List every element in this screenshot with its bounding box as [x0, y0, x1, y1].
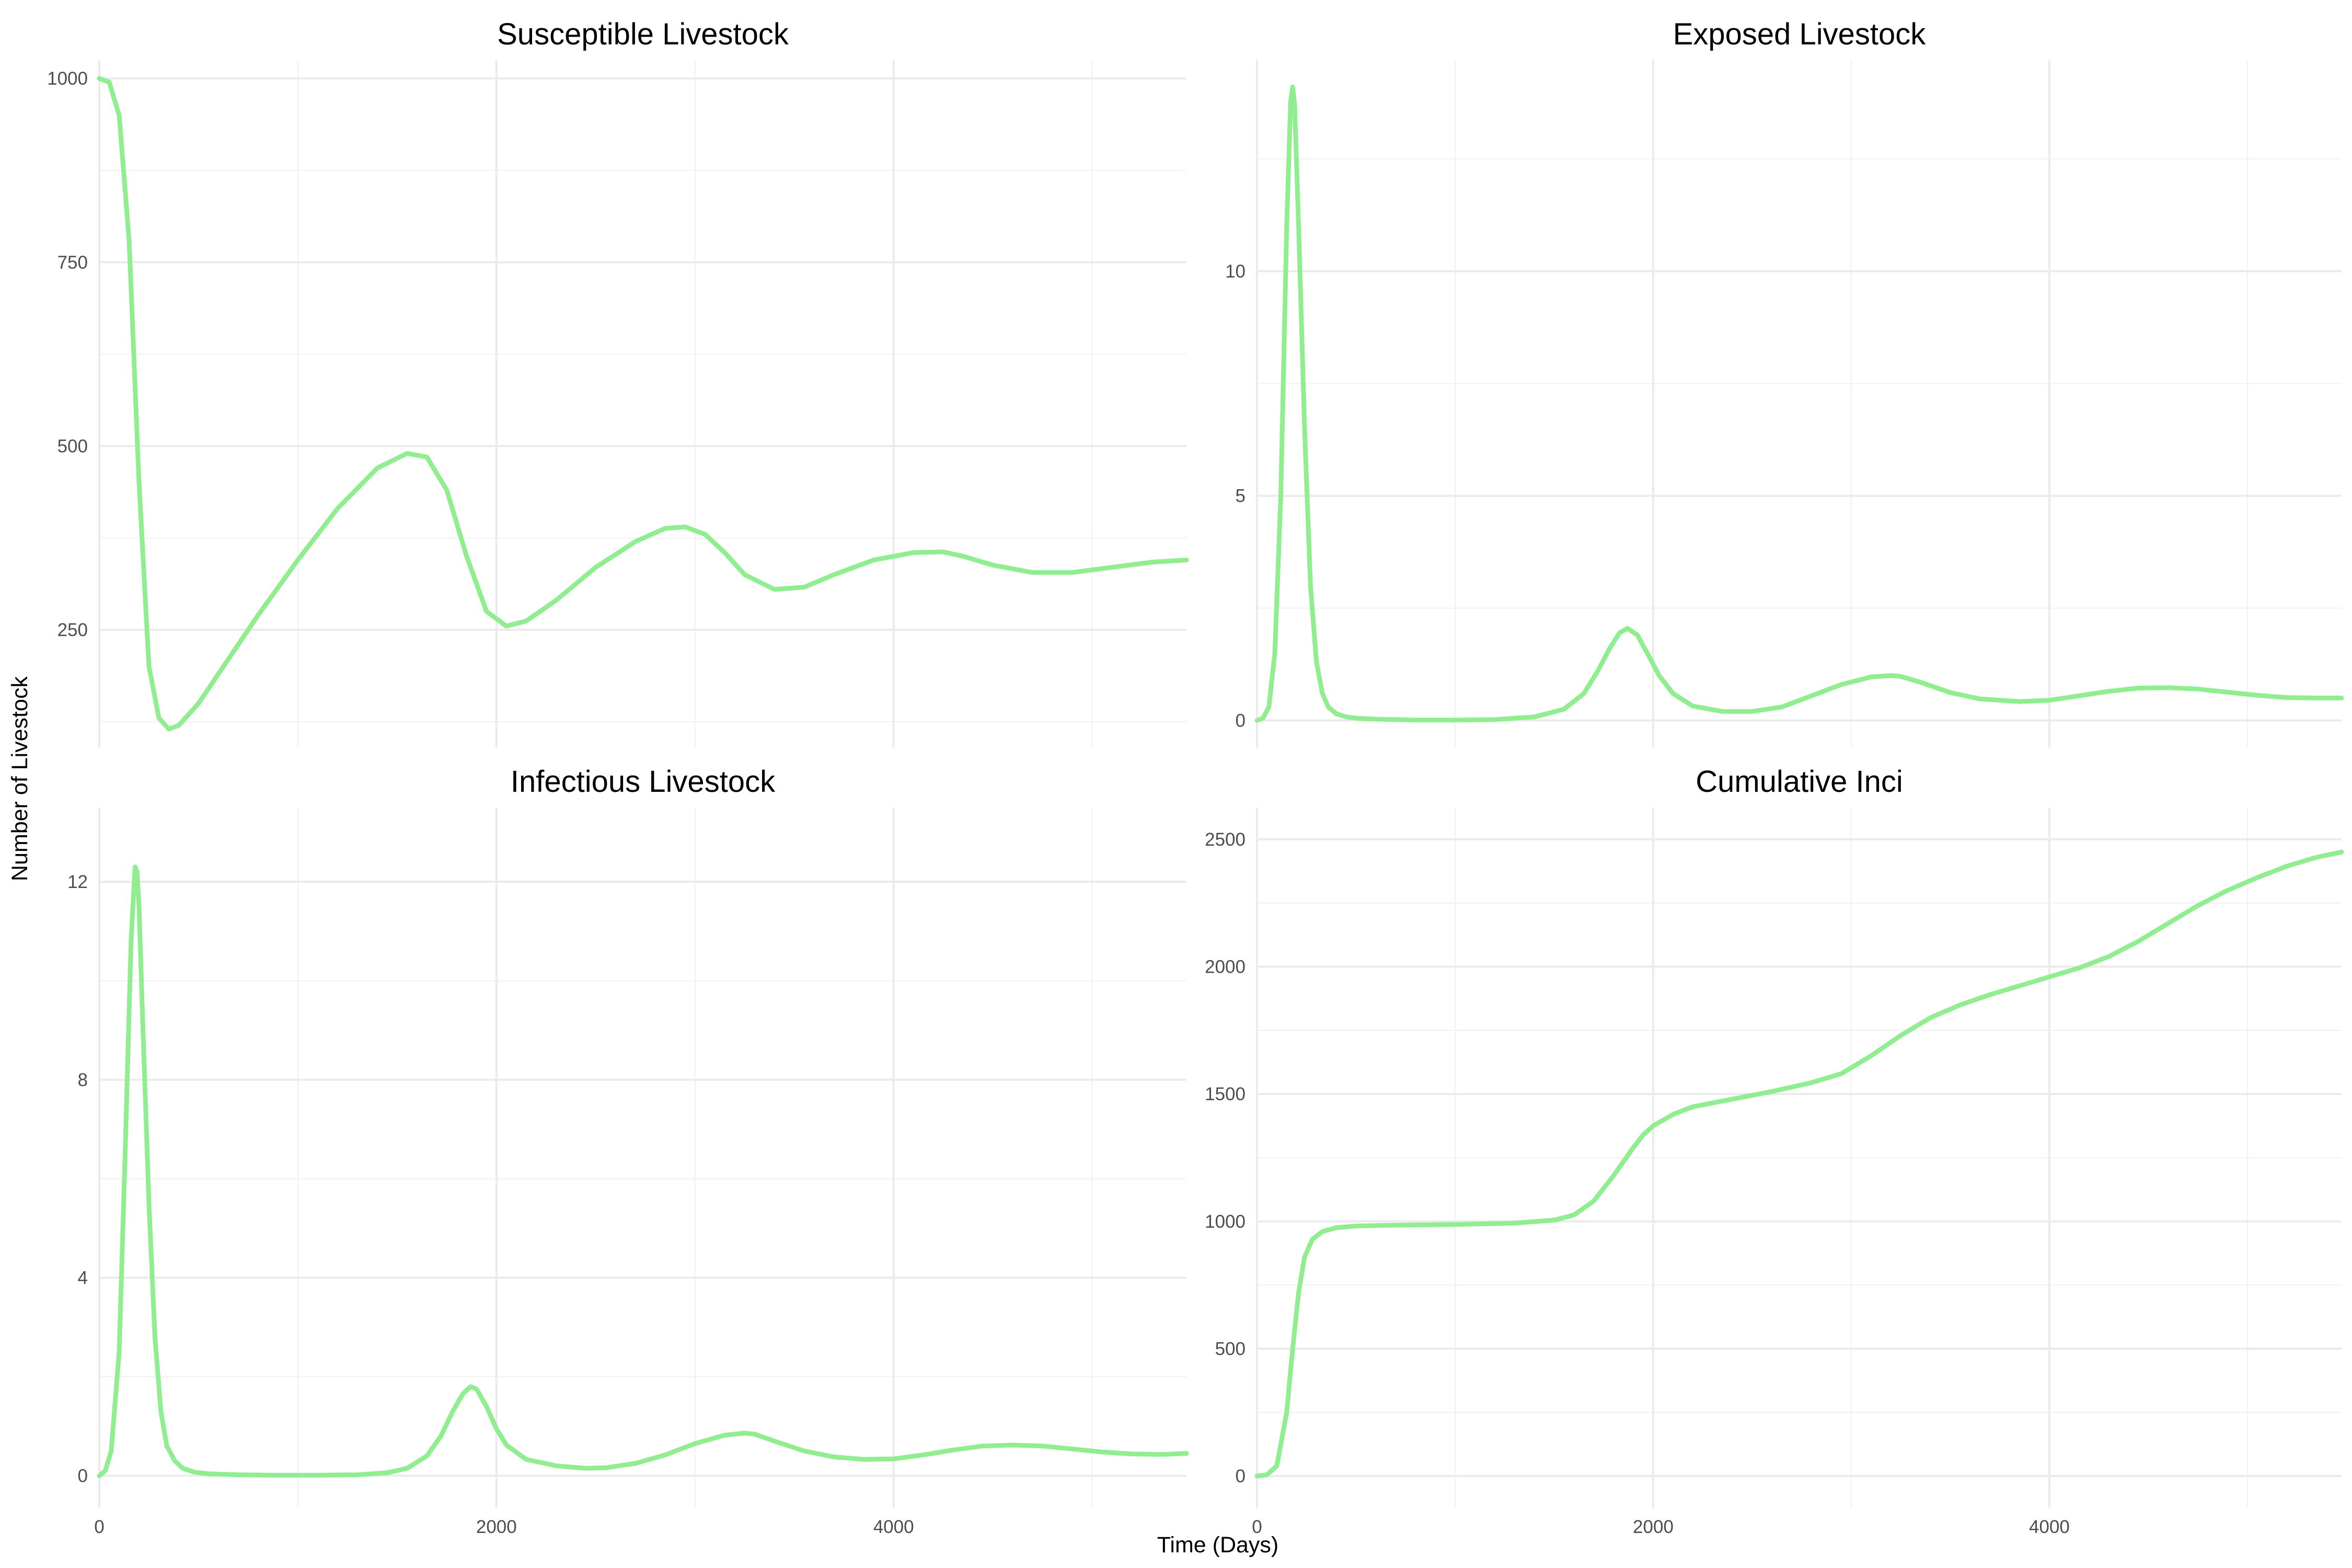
x-tick-label: 4000	[2029, 1517, 2070, 1537]
series-line-infectious	[97, 864, 1189, 1478]
x-tick-label: 2000	[1633, 1517, 1674, 1537]
y-tick-label: 10	[1225, 261, 1246, 282]
panel-cumulative: 0 500 1000 1500 2000 2500 0 2000 4000 Cumulative …	[1205, 765, 2344, 1537]
y-tick-label: 1500	[1205, 1084, 1246, 1104]
y-tick-label: 0	[1236, 1466, 1246, 1486]
x-tick-label: 0	[1252, 1517, 1262, 1537]
panel-infectious: 0 4 8 12 0 2000 4000 Infectious Livestock	[67, 765, 1189, 1537]
panel-susceptible: 250 500 750 1000 Susceptible Livestock	[47, 17, 1189, 747]
y-tick-label: 500	[57, 436, 88, 456]
x-tick-label: 2000	[476, 1517, 517, 1537]
y-tick-label: 1000	[1205, 1212, 1246, 1232]
series-line-susceptible	[97, 76, 1189, 732]
y-tick-label: 2000	[1205, 957, 1246, 977]
panel-title-cumulative: Cumulative Inci	[1696, 765, 1903, 799]
panel-title-exposed: Exposed Livestock	[1673, 17, 1927, 51]
y-tick-label: 0	[1236, 710, 1246, 731]
y-tick-label: 5	[1236, 486, 1246, 506]
panel-title-susceptible: Susceptible Livestock	[497, 17, 789, 51]
y-tick-label: 2500	[1205, 829, 1246, 850]
y-tick-label: 750	[57, 252, 88, 273]
x-tick-label: 0	[94, 1517, 104, 1537]
y-tick-label: 12	[67, 872, 88, 892]
y-tick-label: 250	[57, 620, 88, 640]
series-line-cumulative	[1254, 849, 2344, 1479]
y-tick-label: 4	[78, 1268, 88, 1288]
panel-exposed: 0 5 10 Exposed Livestock	[1225, 17, 2344, 747]
x-axis-title: Time (Days)	[1157, 1532, 1279, 1558]
y-axis-title: Number of Livestock	[7, 676, 32, 881]
y-tick-label: 8	[78, 1070, 88, 1090]
panel-title-infectious: Infectious Livestock	[511, 765, 776, 799]
y-tick-label: 1000	[47, 68, 88, 89]
x-tick-label: 4000	[873, 1517, 914, 1537]
y-tick-label: 500	[1215, 1339, 1246, 1359]
series-line-exposed	[1254, 85, 2344, 723]
y-tick-label: 0	[78, 1466, 88, 1486]
facet-panels: 250 500 750 1000 Susceptible Livestock 0 5 10 Ex…	[47, 17, 2344, 1537]
